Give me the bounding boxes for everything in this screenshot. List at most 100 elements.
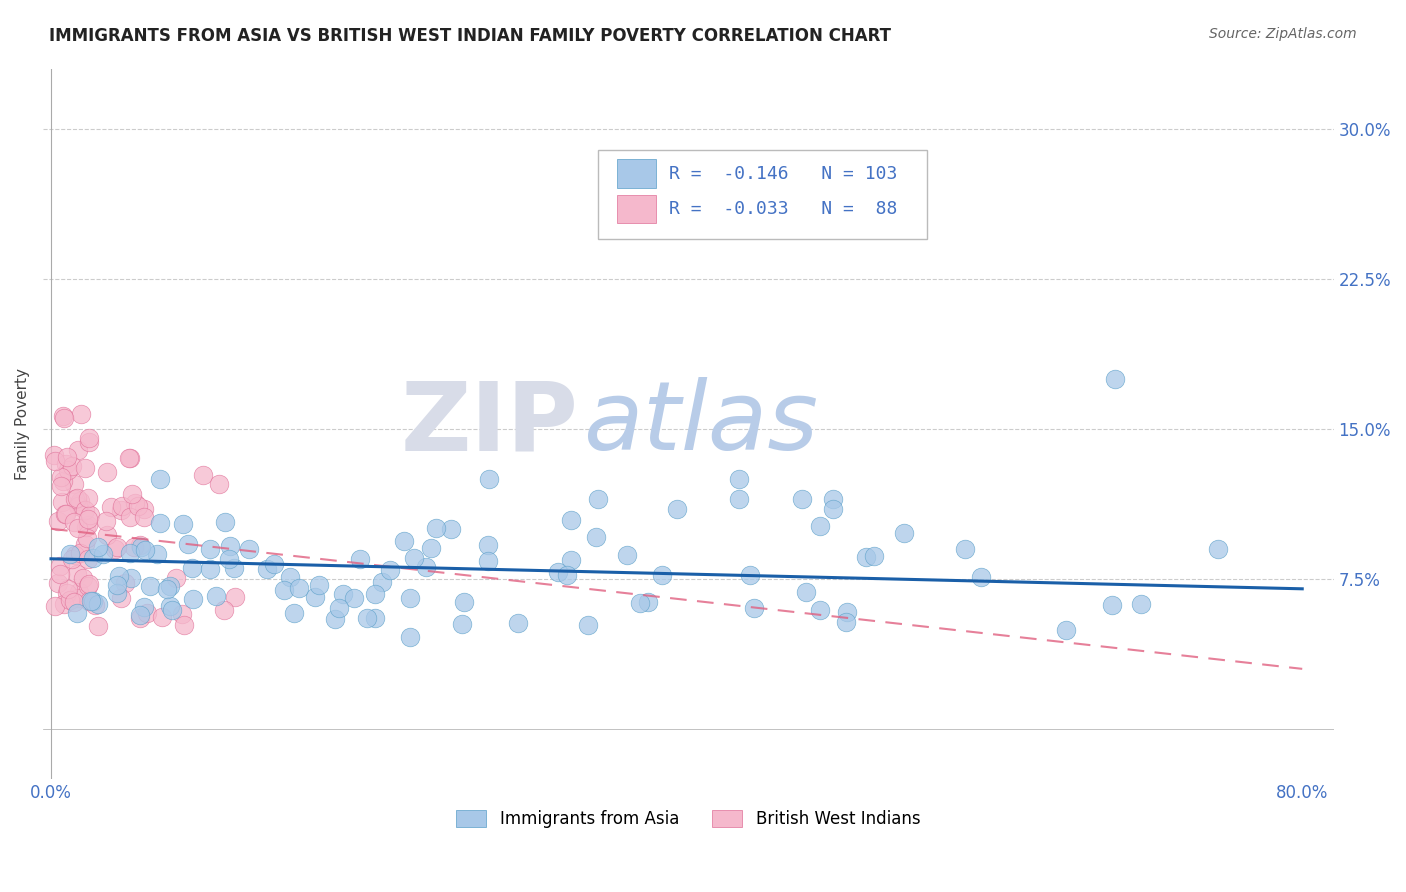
FancyBboxPatch shape	[598, 150, 927, 239]
Immigrants from Asia	[478, 472, 501, 486]
British West Indians	[77, 512, 100, 526]
Immigrants from Asia	[159, 599, 181, 613]
British West Indians	[118, 451, 141, 466]
Immigrants from Asia	[953, 541, 976, 556]
British West Indians	[124, 540, 146, 554]
Immigrants from Asia	[356, 611, 378, 625]
Immigrants from Asia	[283, 606, 305, 620]
British West Indians	[110, 499, 132, 513]
British West Indians	[49, 567, 72, 582]
British West Indians	[56, 586, 79, 600]
Immigrants from Asia	[288, 582, 311, 596]
British West Indians	[77, 552, 100, 566]
Immigrants from Asia	[451, 617, 474, 632]
Immigrants from Asia	[378, 563, 401, 577]
British West Indians	[66, 567, 89, 582]
Immigrants from Asia	[547, 565, 569, 579]
British West Indians	[66, 591, 89, 606]
British West Indians	[44, 454, 66, 468]
Immigrants from Asia	[180, 560, 202, 574]
Immigrants from Asia	[742, 600, 765, 615]
Immigrants from Asia	[728, 472, 751, 486]
Immigrants from Asia	[555, 568, 578, 582]
British West Indians	[104, 541, 127, 556]
British West Indians	[55, 457, 77, 471]
British West Indians	[63, 515, 86, 529]
Text: atlas: atlas	[582, 377, 817, 470]
Immigrants from Asia	[402, 550, 425, 565]
Immigrants from Asia	[821, 501, 844, 516]
British West Indians	[66, 499, 89, 513]
British West Indians	[73, 537, 96, 551]
Immigrants from Asia	[149, 516, 172, 530]
Immigrants from Asia	[146, 547, 169, 561]
Immigrants from Asia	[392, 533, 415, 548]
Immigrants from Asia	[177, 537, 200, 551]
Immigrants from Asia	[343, 591, 366, 606]
Immigrants from Asia	[198, 542, 221, 557]
British West Indians	[107, 540, 129, 554]
British West Indians	[135, 606, 157, 620]
Immigrants from Asia	[560, 513, 582, 527]
FancyBboxPatch shape	[617, 195, 657, 223]
British West Indians	[208, 476, 231, 491]
Immigrants from Asia	[1129, 597, 1152, 611]
British West Indians	[118, 451, 141, 466]
British West Indians	[75, 520, 97, 534]
British West Indians	[53, 410, 76, 425]
British West Indians	[76, 491, 98, 506]
Immigrants from Asia	[222, 561, 245, 575]
British West Indians	[224, 591, 246, 605]
British West Indians	[60, 551, 83, 566]
Immigrants from Asia	[278, 570, 301, 584]
British West Indians	[63, 477, 86, 491]
Text: Source: ZipAtlas.com: Source: ZipAtlas.com	[1209, 27, 1357, 41]
British West Indians	[152, 610, 174, 624]
Immigrants from Asia	[616, 548, 638, 562]
Immigrants from Asia	[371, 575, 394, 590]
Immigrants from Asia	[1101, 598, 1123, 612]
Text: ZIP: ZIP	[401, 377, 579, 470]
British West Indians	[110, 503, 132, 517]
British West Indians	[46, 514, 69, 528]
Immigrants from Asia	[214, 515, 236, 529]
British West Indians	[77, 517, 100, 532]
Immigrants from Asia	[1206, 542, 1229, 557]
British West Indians	[66, 497, 89, 511]
British West Indians	[79, 508, 101, 522]
Immigrants from Asia	[349, 552, 371, 566]
British West Indians	[67, 584, 90, 599]
British West Indians	[94, 515, 117, 529]
Immigrants from Asia	[651, 568, 673, 582]
British West Indians	[173, 618, 195, 632]
British West Indians	[118, 509, 141, 524]
British West Indians	[51, 469, 73, 483]
Immigrants from Asia	[399, 630, 422, 644]
Immigrants from Asia	[304, 590, 326, 604]
British West Indians	[56, 450, 79, 465]
Immigrants from Asia	[204, 589, 226, 603]
British West Indians	[134, 510, 156, 524]
Immigrants from Asia	[790, 491, 813, 506]
British West Indians	[114, 575, 136, 590]
Immigrants from Asia	[364, 611, 387, 625]
Immigrants from Asia	[835, 615, 858, 630]
British West Indians	[132, 501, 155, 516]
British West Indians	[60, 458, 83, 473]
Immigrants from Asia	[628, 596, 651, 610]
Immigrants from Asia	[808, 603, 831, 617]
Text: IMMIGRANTS FROM ASIA VS BRITISH WEST INDIAN FAMILY POVERTY CORRELATION CHART: IMMIGRANTS FROM ASIA VS BRITISH WEST IND…	[49, 27, 891, 45]
Immigrants from Asia	[91, 548, 114, 562]
Immigrants from Asia	[588, 491, 610, 506]
Immigrants from Asia	[87, 597, 110, 611]
British West Indians	[77, 593, 100, 607]
Immigrants from Asia	[238, 541, 260, 556]
British West Indians	[212, 603, 235, 617]
Immigrants from Asia	[440, 522, 463, 536]
British West Indians	[66, 491, 89, 505]
FancyBboxPatch shape	[617, 160, 657, 188]
British West Indians	[170, 607, 193, 621]
British West Indians	[53, 507, 76, 521]
Immigrants from Asia	[415, 560, 437, 574]
British West Indians	[96, 528, 118, 542]
